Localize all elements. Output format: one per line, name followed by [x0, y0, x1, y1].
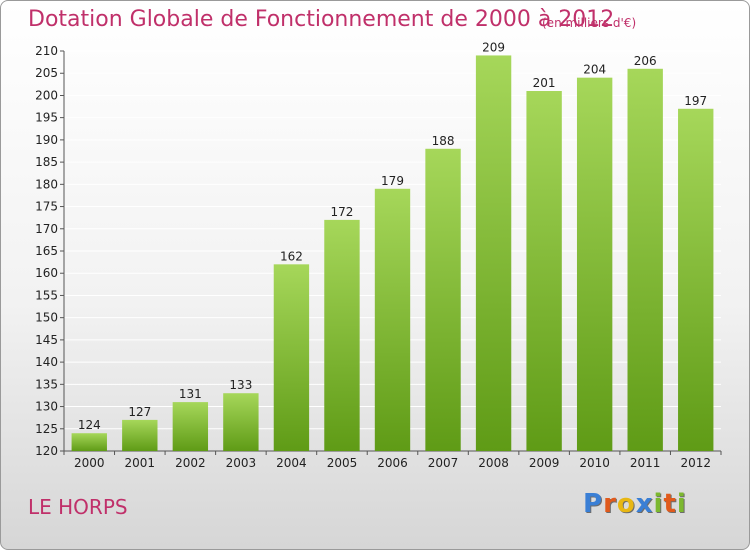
bars: [71, 55, 714, 452]
bar-2004: [273, 264, 310, 451]
logo-letter: i: [653, 489, 664, 519]
data-label: 188: [432, 134, 455, 148]
data-label: 204: [583, 63, 606, 77]
data-label: 131: [179, 387, 202, 401]
x-tick-label: 2001: [125, 456, 156, 470]
bar-2001: [122, 419, 158, 451]
y-tick-label: 145: [35, 333, 58, 347]
y-tick-label: 170: [35, 222, 58, 236]
y-tick-label: 205: [35, 66, 58, 80]
data-label: 201: [533, 76, 556, 90]
x-tick-label: 2005: [327, 456, 358, 470]
logo-letter: P: [583, 489, 604, 519]
y-tick-label: 160: [35, 266, 58, 280]
y-tick-label: 185: [35, 155, 58, 169]
data-label: 162: [280, 249, 303, 263]
data-label: 206: [634, 54, 657, 68]
y-tick-label: 200: [35, 88, 58, 102]
x-tick-label: 2000: [74, 456, 105, 470]
y-tick-label: 135: [35, 377, 58, 391]
y-tick-label: 210: [35, 44, 58, 58]
x-tick-label: 2002: [175, 456, 206, 470]
bar-2010: [576, 77, 613, 452]
bar-2000: [71, 433, 107, 451]
logo-letter: x: [635, 489, 654, 519]
y-tick-label: 175: [35, 200, 58, 214]
data-label: 179: [381, 174, 404, 188]
commune-name: LE HORPS: [28, 495, 128, 519]
data-label: 133: [229, 378, 252, 392]
logo-letter: r: [603, 489, 617, 519]
y-tick-label: 120: [35, 444, 58, 458]
bar-2002: [172, 402, 209, 451]
x-tick-label: 2006: [377, 456, 408, 470]
bar-2008: [475, 55, 512, 451]
data-label: 197: [684, 94, 707, 108]
y-tick-label: 195: [35, 111, 58, 125]
data-label: 209: [482, 40, 505, 54]
x-tick-label: 2010: [579, 456, 610, 470]
y-tick-label: 190: [35, 133, 58, 147]
y-tick-label: 125: [35, 422, 58, 436]
y-tick-label: 180: [35, 177, 58, 191]
x-tick-label: 2009: [529, 456, 560, 470]
x-tick-label: 2011: [630, 456, 661, 470]
bar-2005: [324, 219, 360, 451]
x-tick-label: 2003: [226, 456, 257, 470]
x-tick-label: 2007: [428, 456, 459, 470]
logo-letter: o: [616, 489, 636, 519]
logo-letter: t: [663, 489, 677, 519]
logo-letter: i: [676, 489, 687, 519]
bar-2003: [223, 393, 259, 451]
x-tick-label: 2004: [276, 456, 307, 470]
bar-2007: [425, 148, 461, 451]
bar-2009: [526, 91, 562, 451]
x-tick-label: 2012: [680, 456, 711, 470]
proxiti-logo[interactable]: Proxiti: [583, 489, 687, 519]
labels: 120 125 130 135 140 145 150 155 160 165 170 175 180 1…: [35, 40, 711, 470]
data-label: 124: [78, 418, 101, 432]
data-label: 127: [128, 405, 151, 419]
chart-subtitle: (en milliers d'€): [542, 16, 637, 30]
y-tick-label: 140: [35, 355, 58, 369]
x-tick-label: 2008: [478, 456, 509, 470]
y-tick-label: 155: [35, 288, 58, 302]
bar-2006: [374, 188, 411, 451]
y-tick-label: 150: [35, 311, 58, 325]
y-tick-label: 130: [35, 400, 58, 414]
bar-2011: [627, 68, 663, 452]
bar-2012: [678, 108, 714, 452]
y-tick-label: 165: [35, 244, 58, 258]
chart-title: Dotation Globale de Fonctionnement de 20…: [28, 7, 615, 32]
data-label: 172: [331, 205, 354, 219]
